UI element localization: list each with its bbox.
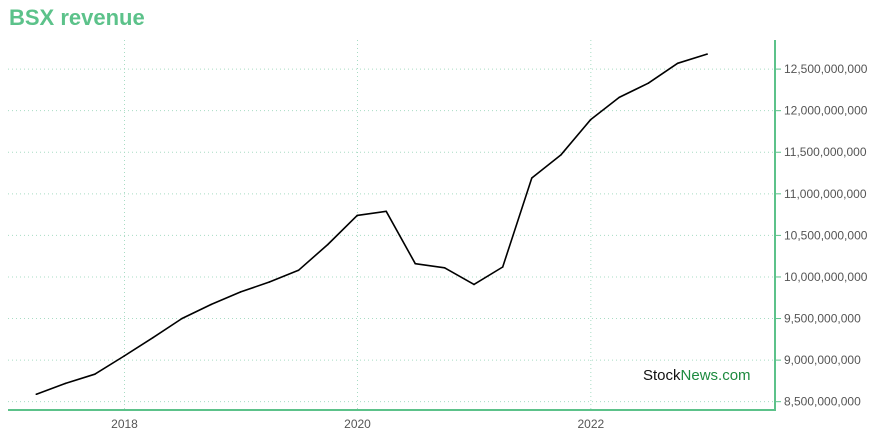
- data-point: [239, 291, 242, 293]
- watermark-domain: .com: [718, 367, 751, 384]
- chart-title: BSX revenue: [9, 5, 145, 30]
- data-point: [414, 262, 417, 265]
- watermark-news: News: [681, 367, 719, 384]
- data-point: [676, 62, 679, 65]
- y-tick-label: 11,000,000,000: [784, 187, 867, 201]
- data-point: [35, 393, 38, 396]
- y-tick-label: 8,500,000,000: [784, 395, 861, 409]
- y-tick-label: 10,500,000,000: [784, 228, 868, 242]
- data-point: [181, 317, 183, 320]
- data-point: [94, 373, 96, 376]
- data-point: [297, 269, 300, 272]
- watermark-stock: Stock: [643, 367, 681, 384]
- data-point: [706, 53, 708, 55]
- axes: [8, 40, 776, 411]
- data-point: [530, 177, 533, 179]
- x-tick-label: 2020: [344, 417, 371, 431]
- series-line: [35, 53, 708, 396]
- data-point: [443, 267, 446, 269]
- data-point: [385, 210, 388, 213]
- watermark: StockNews.com: [643, 367, 751, 384]
- data-point: [473, 283, 475, 286]
- data-point: [123, 355, 125, 357]
- data-point: [152, 336, 154, 339]
- x-tick-label: 2022: [577, 417, 604, 431]
- grid-lines: [8, 40, 781, 410]
- data-point: [560, 153, 562, 156]
- y-tick-label: 12,500,000,000: [784, 62, 868, 76]
- data-point: [501, 266, 504, 268]
- data-point: [64, 382, 67, 385]
- y-tick-label: 11,500,000,000: [784, 145, 867, 159]
- y-tick-labels: 8,500,000,000 9,000,000,000 9,500,000,000 1…: [784, 62, 868, 409]
- data-point: [356, 214, 358, 217]
- y-tick-label: 9,500,000,000: [784, 312, 861, 326]
- data-point: [327, 243, 329, 246]
- data-point: [268, 281, 271, 283]
- y-tick-label: 9,000,000,000: [784, 353, 861, 367]
- series-layer: [35, 53, 708, 396]
- x-tick-labels: 2018 2020 2022: [111, 417, 604, 431]
- y-tick-label: 10,000,000,000: [784, 270, 868, 284]
- data-point: [647, 82, 650, 85]
- data-point: [618, 96, 621, 99]
- data-point: [210, 303, 213, 306]
- x-tick-label: 2018: [111, 417, 138, 431]
- data-point: [589, 119, 592, 121]
- y-tick-label: 12,000,000,000: [784, 104, 868, 118]
